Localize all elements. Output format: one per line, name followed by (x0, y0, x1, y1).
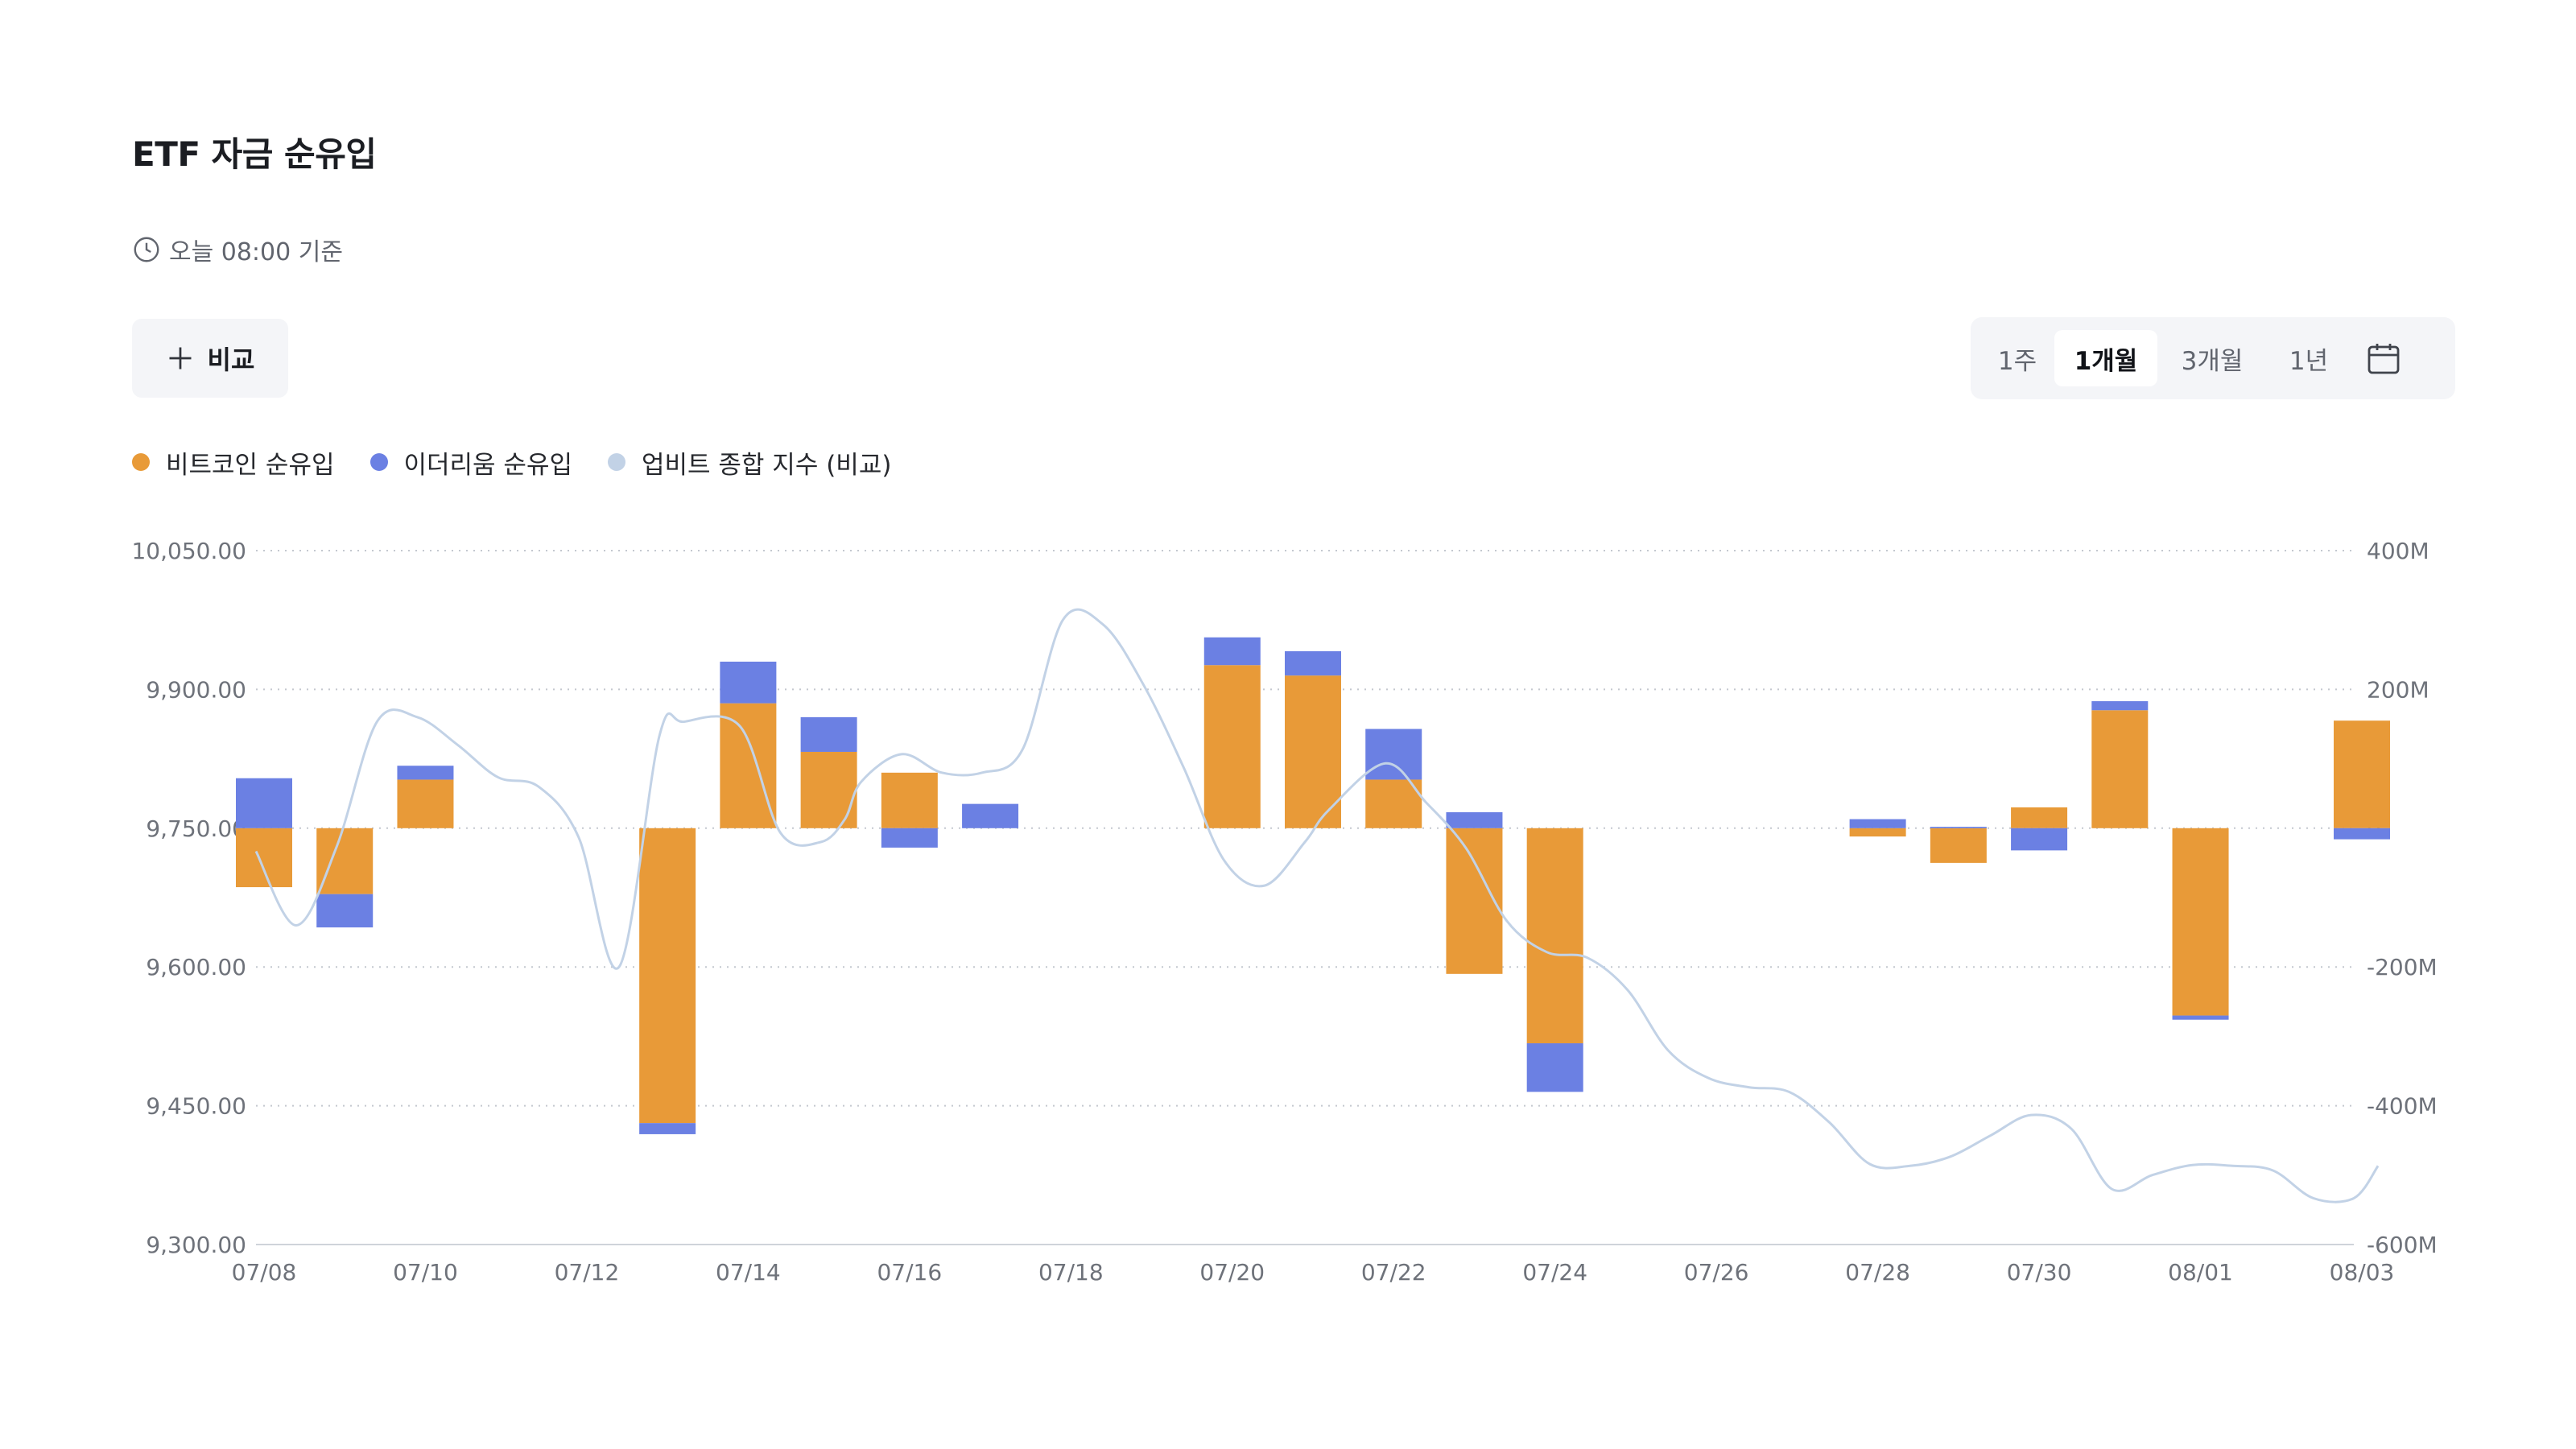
x-tick-label: 07/28 (1845, 1259, 1910, 1286)
x-tick-label: 07/18 (1038, 1259, 1104, 1286)
bar-eth (1849, 819, 1906, 828)
bar-btc (1849, 828, 1906, 837)
bar-eth (1526, 1043, 1583, 1092)
legend-item-btc[interactable]: 비트코인 순유입 (132, 444, 335, 481)
index-line (254, 608, 2380, 1203)
legend-item-index[interactable]: 업비트 종합 지수 (비교) (608, 444, 891, 481)
x-tick-label: 07/10 (393, 1259, 458, 1286)
bar-eth (1365, 729, 1422, 780)
bar-btc (316, 828, 374, 894)
y-right-tick-label: 400M (2367, 538, 2429, 564)
y-left-tick-label: 10,050.00 (131, 538, 246, 564)
x-tick-label: 08/03 (2330, 1259, 2395, 1286)
period-selector: 1주 1개월 3개월 1년 (1971, 317, 2455, 399)
bar-btc (2091, 710, 2149, 828)
legend-label-eth: 이더리움 순유입 (403, 450, 573, 480)
x-tick-label: 07/30 (2007, 1259, 2072, 1286)
bar-eth (397, 766, 454, 780)
bar-btc (397, 779, 454, 828)
bar-btc (236, 828, 292, 888)
bar-eth (639, 1123, 696, 1134)
bar-eth (881, 828, 938, 848)
bar-btc (1365, 779, 1422, 828)
compare-button-label: 비교 (207, 345, 255, 375)
bar-eth (1203, 637, 1261, 666)
period-1y-button[interactable]: 1년 (2289, 346, 2329, 376)
legend-dot-index (608, 453, 625, 471)
clock-icon (134, 237, 159, 262)
x-tick-label: 07/16 (877, 1259, 942, 1286)
x-tick-label: 07/22 (1361, 1259, 1426, 1286)
bar-btc (2172, 828, 2229, 1016)
bar-btc (2334, 720, 2390, 828)
y-left-tick-label: 9,300.00 (146, 1232, 246, 1258)
bar-btc (1446, 828, 1503, 974)
x-tick-label: 07/14 (716, 1259, 781, 1286)
bar-btc (881, 772, 938, 828)
x-tick-label: 08/01 (2168, 1259, 2233, 1286)
bar-btc (2011, 807, 2068, 828)
period-1m-button[interactable]: 1개월 (2054, 330, 2157, 386)
y-left-tick-label: 9,450.00 (146, 1093, 246, 1120)
y-left-tick-label: 9,600.00 (146, 954, 246, 980)
y-right-tick-label: -400M (2367, 1093, 2438, 1120)
x-tick-label: 07/08 (232, 1259, 297, 1286)
bar-eth (316, 894, 374, 928)
y-left-tick-label: 9,750.00 (146, 815, 246, 842)
bar-eth (720, 661, 777, 704)
bar-eth (1446, 811, 1503, 828)
bar-btc (639, 828, 696, 1124)
bar-eth (2334, 828, 2390, 840)
x-tick-label: 07/20 (1199, 1259, 1265, 1286)
legend-dot-btc (132, 453, 150, 471)
bar-eth (2091, 701, 2149, 711)
calendar-button[interactable] (2355, 330, 2412, 386)
compare-button[interactable]: 비교 (132, 319, 288, 398)
bar-btc (800, 751, 857, 828)
legend-dot-eth (369, 453, 388, 471)
bar-eth (962, 803, 1019, 828)
bar-eth (2011, 828, 2068, 851)
y-right-tick-label: 200M (2367, 676, 2429, 703)
legend-label-index: 업비트 종합 지수 (비교) (642, 450, 892, 480)
x-tick-label: 07/26 (1684, 1259, 1749, 1286)
updated-time: 오늘 08:00 기준 (132, 232, 343, 267)
bar-btc (1285, 675, 1341, 828)
bar-eth (800, 716, 857, 752)
legend-label-btc: 비트코인 순유입 (166, 450, 335, 480)
legend-item-eth[interactable]: 이더리움 순유입 (369, 444, 573, 481)
x-tick-label: 07/24 (1522, 1259, 1587, 1286)
bar-btc (720, 703, 777, 828)
bar-eth (1930, 827, 1987, 828)
chart-legend: 비트코인 순유입 이더리움 순유입 업비트 종합 지수 (비교) (132, 441, 891, 483)
period-1w-button[interactable]: 1주 (1997, 346, 2037, 376)
period-3m-button[interactable]: 3개월 (2181, 346, 2244, 376)
bar-btc (1203, 665, 1261, 828)
bar-btc (1930, 828, 1987, 863)
y-right-tick-label: -200M (2367, 954, 2438, 980)
updated-time-label: 오늘 08:00 기준 (169, 238, 343, 266)
x-tick-label: 07/12 (555, 1259, 620, 1286)
bar-eth (236, 778, 292, 828)
y-left-tick-label: 9,900.00 (146, 676, 246, 703)
bar-eth (1285, 650, 1341, 676)
plus-icon (169, 347, 192, 369)
calendar-icon (2368, 344, 2400, 374)
bar-eth (2172, 1015, 2229, 1020)
bar-btc (1526, 828, 1583, 1044)
y-right-tick-label: -600M (2367, 1232, 2438, 1258)
page-title: ETF 자금 순유입 (132, 134, 377, 174)
